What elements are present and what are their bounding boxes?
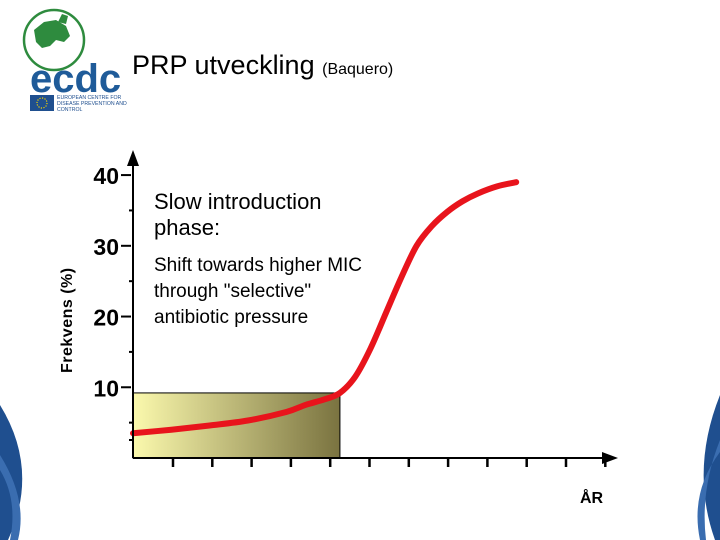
- phase-heading-line: phase:: [154, 215, 221, 240]
- x-axis-ticks: [171, 458, 607, 467]
- slide-title-source: (Baquero): [322, 61, 394, 78]
- y-axis-ticks: 10 20 30 40: [93, 163, 133, 441]
- y-axis-label-text: Frekvens (%): [59, 267, 76, 373]
- phase-description-line: through "selective": [154, 281, 312, 302]
- y-axis-tick-label: 10: [93, 375, 119, 401]
- logo-org-line-3: CONTROL: [57, 107, 82, 113]
- y-axis-label-glyphs: Frekvens (%): [59, 267, 76, 373]
- logo-org-line-2: DISEASE PREVENTION AND: [57, 101, 127, 107]
- phase-heading: Slow introduction phase:: [154, 189, 322, 241]
- slide-title-main: PRP utveckling: [132, 50, 315, 80]
- frequency-chart: 10 20 30 40 ÅR Frekvens (%): [59, 150, 618, 507]
- x-axis-label: ÅR: [580, 488, 604, 507]
- ecdc-logo: ecdc EUROPEAN CENTRE FOR DISEASE PREVENT…: [22, 8, 127, 113]
- y-axis-label: Frekvens (%): [59, 267, 76, 373]
- eu-flag-icon: [30, 95, 54, 111]
- slide-title: PRP utveckling (Baquero): [132, 50, 393, 81]
- corner-decoration: [0, 395, 720, 540]
- y-axis-tick-label: 20: [93, 305, 119, 331]
- logo-wordmark: ecdc: [30, 57, 121, 101]
- logo-org-line-1: EUROPEAN CENTRE FOR: [57, 95, 122, 101]
- y-axis-tick-label: 40: [93, 163, 119, 189]
- phase-description: Shift towards higher MIC through "select…: [154, 253, 362, 331]
- europe-map-icon: [22, 8, 86, 72]
- frequency-curve: [130, 179, 520, 437]
- phase-description-line: Shift towards higher MIC: [154, 255, 363, 276]
- phase-heading-line: Slow introduction: [154, 189, 322, 214]
- y-axis-arrow-icon: [127, 150, 139, 166]
- phase-description-line: antibiotic pressure: [154, 307, 309, 328]
- y-axis-tick-label: 30: [93, 234, 119, 260]
